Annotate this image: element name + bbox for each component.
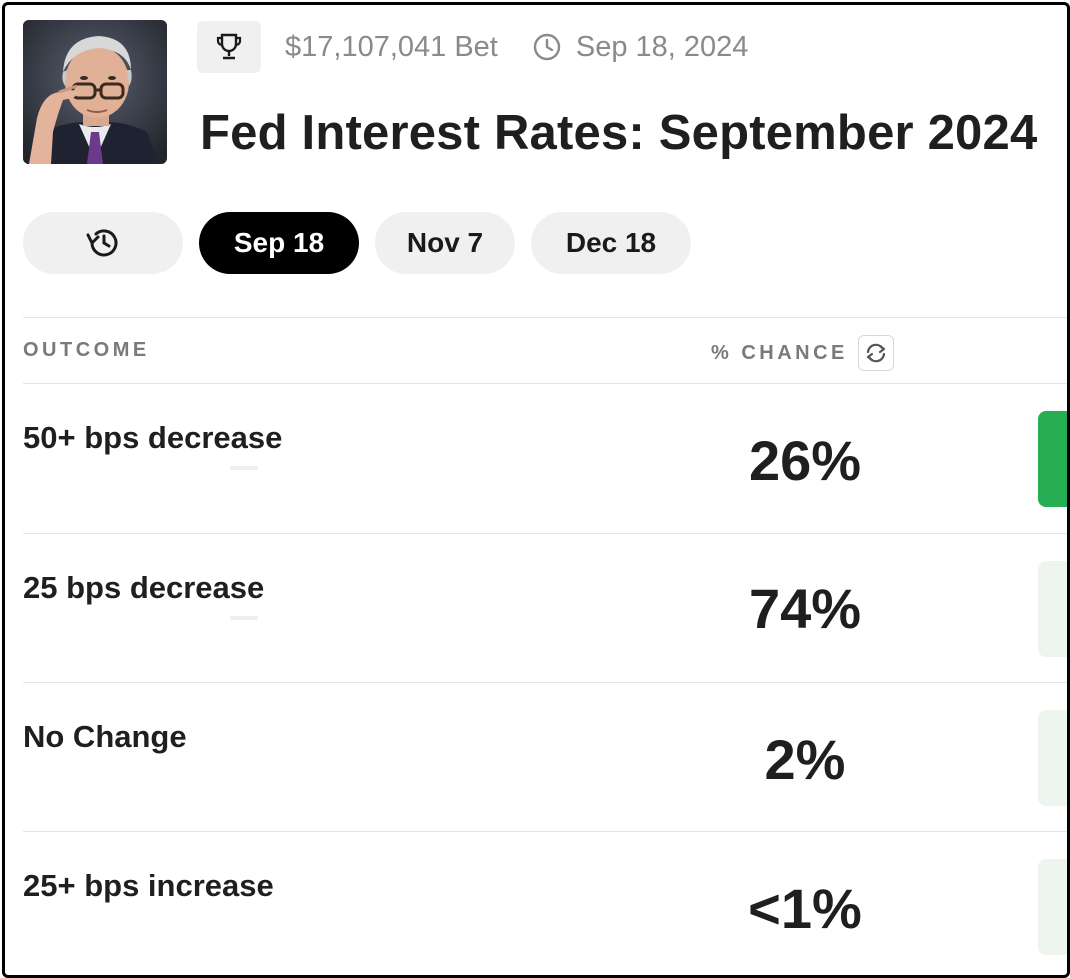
tab-dec-18[interactable]: Dec 18 [531, 212, 691, 274]
chance-column-label: % CHANCE [711, 341, 848, 364]
tab-sep-18[interactable]: Sep 18 [199, 212, 359, 274]
divider [23, 682, 1067, 683]
end-date: Sep 18, 2024 [532, 30, 749, 64]
outcome-label: 25+ bps increase [23, 868, 274, 903]
date-tabs: Sep 18 Nov 7 Dec 18 [23, 212, 707, 274]
divider [23, 383, 1067, 384]
market-title: Fed Interest Rates: September 2024 [200, 106, 1038, 160]
trophy-icon [216, 33, 242, 60]
chance-value: <1% [748, 877, 862, 940]
refresh-button[interactable] [857, 335, 894, 371]
history-icon [86, 229, 118, 257]
portrait-image [23, 20, 167, 164]
buy-button[interactable] [1038, 859, 1067, 955]
chance-value: 2% [764, 728, 846, 791]
outcome-label: No Change [23, 719, 187, 754]
outcome-label: 50+ bps decrease [23, 420, 283, 455]
outcome-sublabel-placeholder [230, 616, 258, 620]
outcome-column-header: OUTCOME [23, 339, 150, 361]
table-row[interactable]: 25+ bps increase <1% [5, 832, 1067, 975]
table-row[interactable]: 25 bps decrease 74% [5, 534, 1067, 683]
volume-text: $17,107,041 Bet [285, 30, 498, 63]
buy-button[interactable] [1038, 710, 1067, 806]
refresh-icon [866, 343, 886, 363]
divider [23, 831, 1067, 832]
outcome-label: 25 bps decrease [23, 570, 265, 605]
end-date-text: Sep 18, 2024 [575, 30, 749, 63]
table-row[interactable]: 50+ bps decrease 26% [5, 384, 1067, 533]
chance-value: 74% [748, 577, 862, 640]
chance-column-header: % CHANCE [711, 335, 894, 371]
market-thumbnail[interactable] [23, 20, 167, 164]
buy-button[interactable] [1038, 411, 1067, 507]
trophy-button[interactable] [197, 21, 261, 73]
divider [23, 533, 1067, 534]
tab-nov-7[interactable]: Nov 7 [375, 212, 515, 274]
market-meta: $17,107,041 Bet Sep 18, 2024 [197, 21, 748, 73]
buy-button[interactable] [1038, 561, 1067, 657]
table-row[interactable]: No Change 2% [5, 683, 1067, 832]
clock-icon [533, 33, 561, 61]
tab-history[interactable] [23, 212, 183, 274]
chance-value: 26% [748, 429, 862, 492]
divider [23, 317, 1067, 318]
outcome-sublabel-placeholder [230, 466, 258, 470]
